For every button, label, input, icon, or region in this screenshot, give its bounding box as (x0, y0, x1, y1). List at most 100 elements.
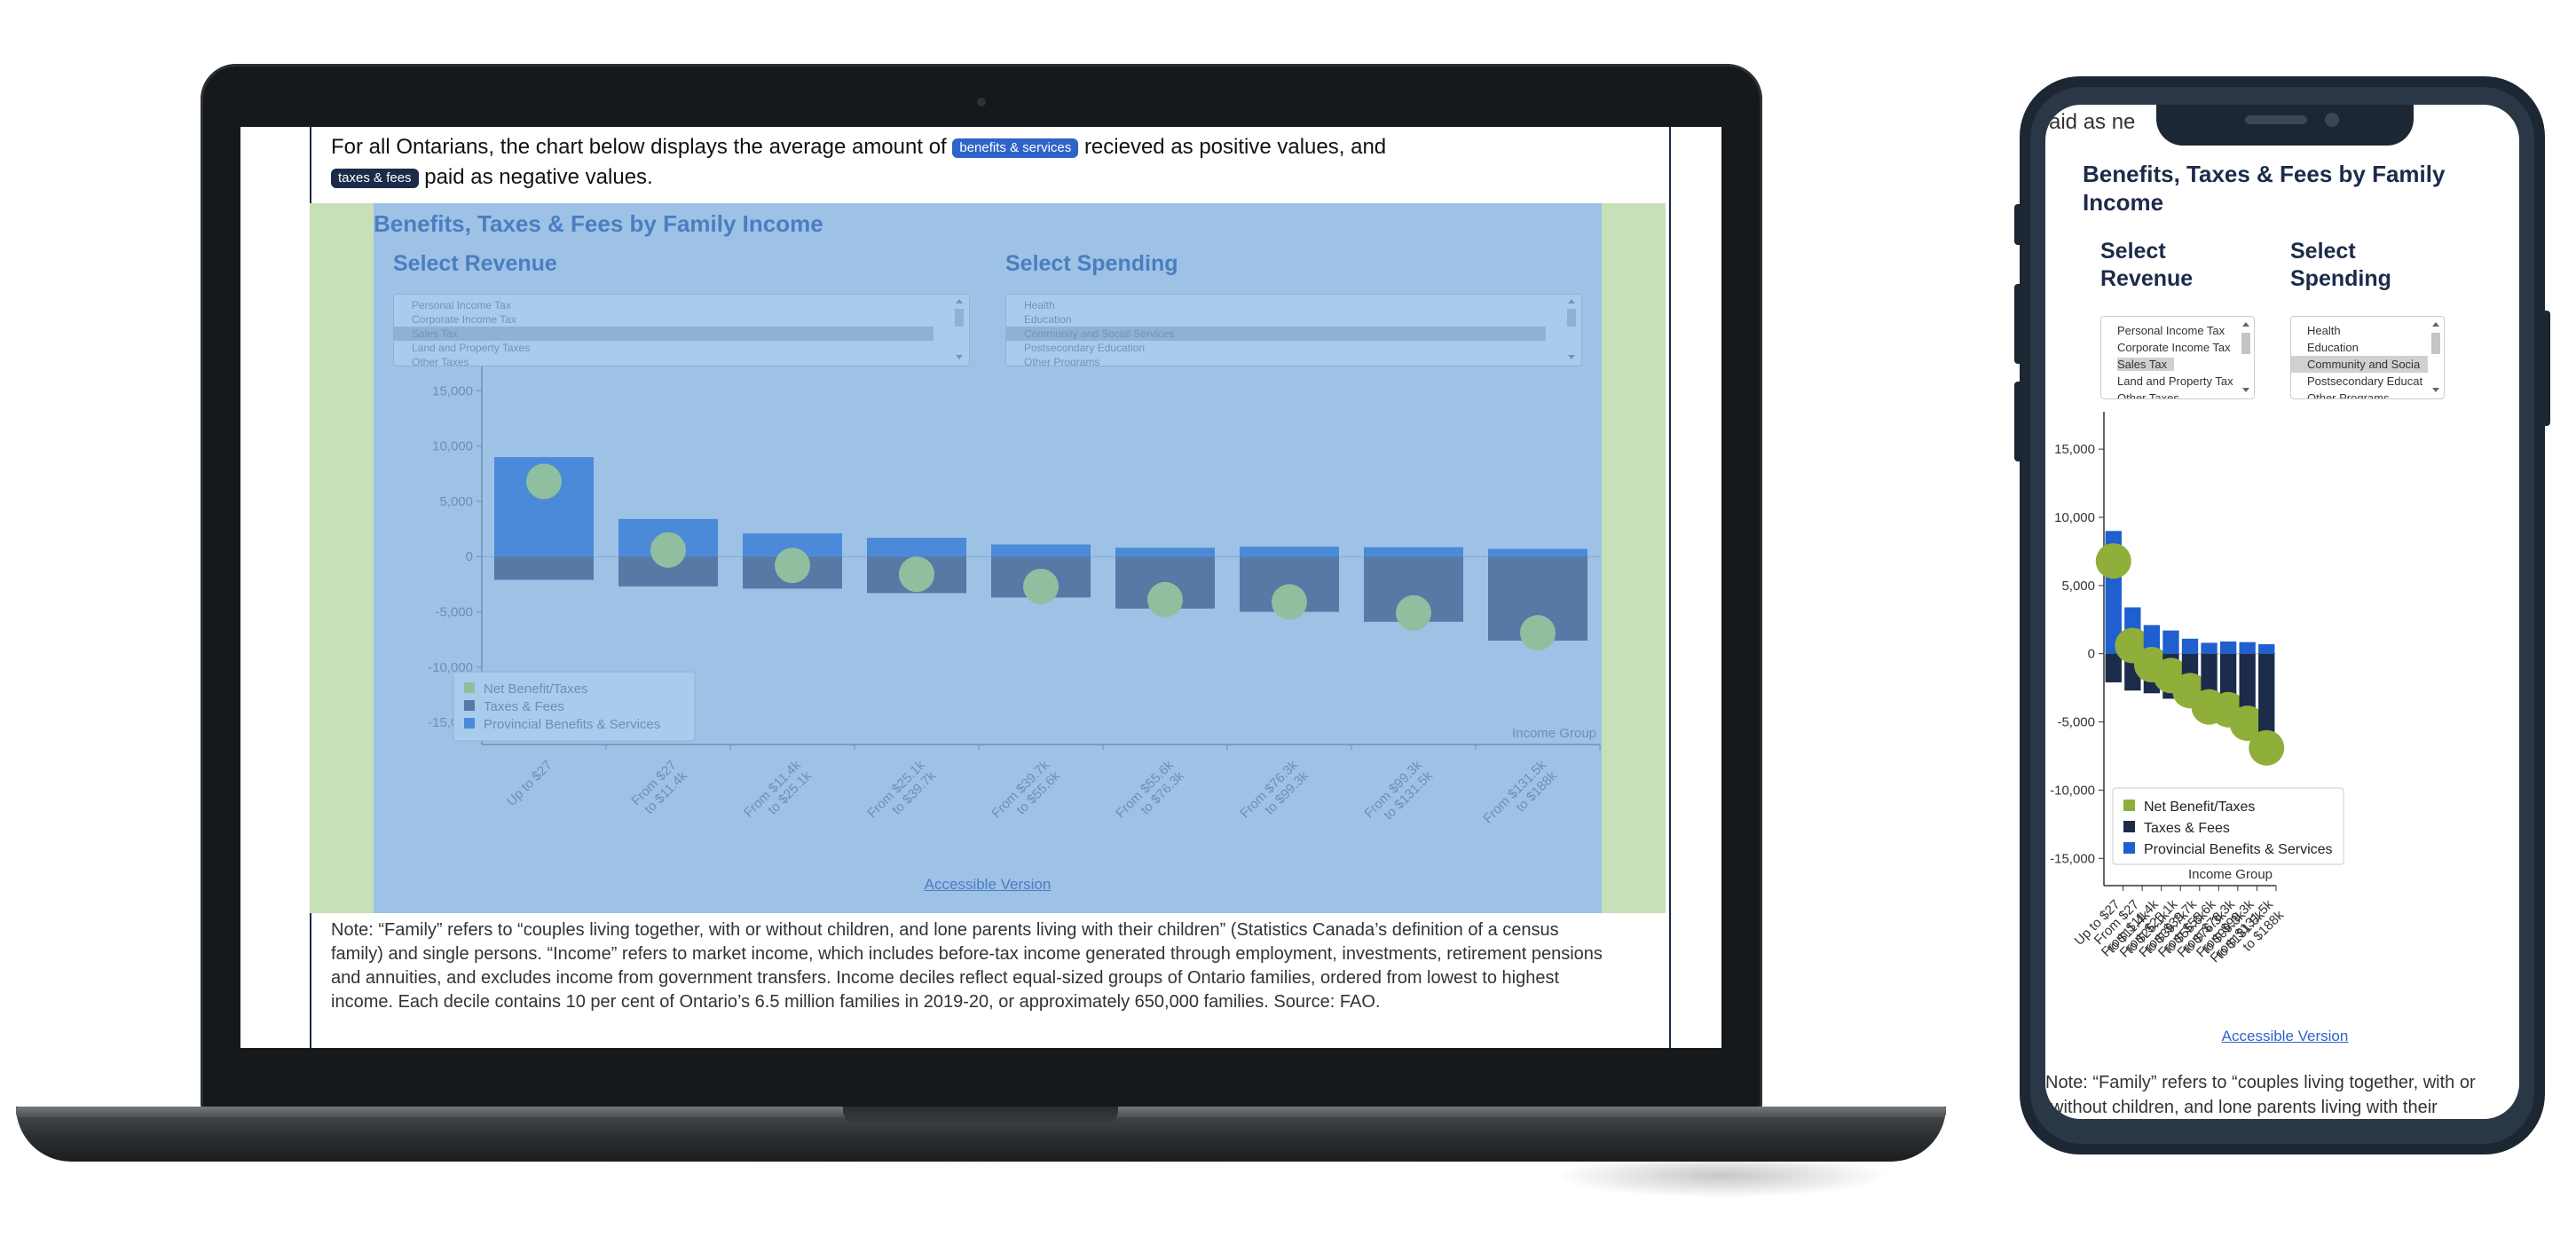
net-benefit-point (1272, 584, 1307, 620)
benefits-bar (2143, 625, 2161, 654)
benefits-bar (1240, 547, 1339, 557)
y-tick-label: 10,000 (2054, 510, 2095, 525)
phone-revenue-option-selected[interactable]: Sales Tax (2101, 356, 2254, 373)
net-benefit-point (1147, 581, 1183, 618)
accessible-version-link-text[interactable]: Accessible Version (924, 876, 1052, 893)
phone-accessible-version-link[interactable]: Accessible Version (2178, 1028, 2391, 1045)
phone-revenue-option[interactable]: Personal Income Tax (2117, 324, 2225, 337)
revenue-option-selected[interactable]: Sales Tax (394, 327, 934, 341)
benefits-bar (867, 538, 966, 557)
phone-accessible-version-link-text[interactable]: Accessible Version (2221, 1028, 2349, 1044)
phone-bar-chart: 15,00010,0005,0000-5,000-10,000-15,000Up… (2050, 412, 2344, 965)
phone-spending-option-selected[interactable]: Community and Socia (2291, 356, 2428, 373)
y-tick-label: -10,000 (2050, 783, 2095, 798)
x-axis-label: Income Group (1512, 726, 1596, 741)
net-benefit-point (2249, 729, 2285, 766)
phone-volume-down (2014, 382, 2023, 461)
phone-select-revenue-line: Select (2100, 239, 2166, 264)
phone-spending-select[interactable]: Health Education Community and Socia Pos… (2290, 316, 2445, 399)
scrollbar[interactable] (953, 298, 965, 362)
phone-screen: aid as ne Benefits, Taxes & Fees by Fami… (2045, 105, 2519, 1119)
y-tick-label: 5,000 (2061, 579, 2095, 594)
legend-label: Taxes & Fees (484, 699, 564, 714)
phone-mute-switch (2014, 204, 2023, 245)
legend-swatch (2123, 800, 2135, 811)
legend-swatch (464, 682, 475, 693)
legend-box (453, 671, 696, 742)
benefits-bar (1488, 548, 1587, 557)
phone-select-spending-label: Select Spending (2290, 238, 2391, 293)
phone-revenue-option[interactable]: Land and Property Tax (2117, 374, 2233, 388)
revenue-option[interactable]: Corporate Income Tax (412, 313, 516, 326)
accessible-version-link[interactable]: Accessible Version (784, 876, 1192, 894)
phone-scrollbar-icon[interactable] (2240, 320, 2252, 395)
spending-option[interactable]: Postsecondary Education (1024, 342, 1146, 354)
taxes-badge: taxes & fees (331, 169, 419, 188)
phone-scrollbar-icon[interactable] (2430, 320, 2442, 395)
intro-text-1: For all Ontarians, the chart below displ… (331, 135, 947, 159)
phone-spending-option[interactable]: Other Programs (2307, 391, 2390, 399)
spending-option[interactable]: Education (1024, 313, 1072, 326)
net-benefit-point (1396, 595, 1431, 631)
net-benefit-point (2229, 705, 2265, 742)
benefits-bar (2239, 642, 2256, 654)
y-tick-label: -5,000 (2057, 715, 2095, 730)
benefits-bar (1115, 548, 1215, 557)
phone-intro-fragment: aid as ne (2049, 110, 2136, 134)
benefits-bar (2201, 642, 2218, 654)
phone-spending-option[interactable]: Postsecondary Educat (2307, 374, 2423, 388)
phone-power-button (2541, 311, 2550, 426)
x-tick-label: From $99.3kto $131.5k (1361, 757, 1436, 831)
phone-revenue-option[interactable]: Corporate Income Tax (2117, 341, 2231, 354)
phone-speaker (2245, 115, 2307, 124)
phone-spending-option[interactable]: Health (2307, 324, 2341, 337)
y-tick-label: 0 (466, 549, 473, 564)
net-benefit-point (775, 548, 810, 584)
revenue-select[interactable]: Personal Income Tax Corporate Income Tax… (393, 294, 970, 366)
benefits-bar (1364, 547, 1463, 557)
select-revenue-label: Select Revenue (393, 251, 557, 276)
net-benefit-point (1520, 615, 1556, 651)
spending-option[interactable]: Health (1024, 299, 1055, 311)
phone-chart-title: Benefits, Taxes & Fees by Family Income (2083, 160, 2500, 217)
intro-paragraph: For all Ontarians, the chart below displ… (331, 132, 1609, 193)
x-axis-label: Income Group (2188, 867, 2273, 882)
x-tick-label-line: Up to $27 (504, 758, 555, 809)
x-tick-label: From $11.4kto $25.1k (741, 757, 815, 831)
phone-revenue-option-selected-text[interactable]: Sales Tax (2117, 358, 2175, 371)
benefits-bar (2258, 643, 2275, 654)
spending-select[interactable]: Health Education Community and Social Se… (1005, 294, 1582, 366)
net-benefit-point (526, 463, 562, 500)
note-paragraph: Note: “Family” refers to “couples living… (331, 920, 1603, 1012)
phone-note-line: Note: “Family” refers to “couples living… (2045, 1073, 2476, 1092)
y-tick-label: 5,000 (439, 494, 473, 509)
scrollbar[interactable] (1565, 298, 1578, 362)
legend-swatch (464, 700, 475, 711)
legend-label: Provincial Benefits & Services (2144, 842, 2333, 857)
phone-revenue-option[interactable]: Other Taxes (2117, 391, 2179, 399)
laptop-camera (977, 98, 986, 106)
revenue-option[interactable]: Other Taxes (412, 356, 469, 366)
legend-box (2112, 787, 2344, 865)
revenue-option[interactable]: Personal Income Tax (412, 299, 511, 311)
phone-revenue-select[interactable]: Personal Income Tax Corporate Income Tax… (2100, 316, 2255, 399)
phone-camera (2325, 113, 2339, 127)
phone-note-paragraph: Note: “Family” refers to “couples living… (2045, 1070, 2519, 1119)
spending-option[interactable]: Other Programs (1024, 356, 1100, 366)
y-tick-label: 10,000 (432, 439, 473, 454)
taxes-bar (494, 556, 594, 580)
legend-label: Net Benefit/Taxes (484, 682, 588, 697)
scrollbar-icon (955, 299, 964, 359)
y-tick-label: 0 (2088, 647, 2095, 662)
chart-title: Benefits, Taxes & Fees by Family Income (374, 210, 823, 237)
net-benefit-point (2095, 543, 2131, 579)
phone-volume-up (2014, 284, 2023, 364)
intro-text-3: paid as negative values. (424, 165, 653, 189)
phone-select-revenue-line: Revenue (2100, 266, 2194, 291)
phone-select-spending-line: Select (2290, 239, 2356, 264)
y-tick-label: -15,000 (2050, 851, 2095, 866)
revenue-option[interactable]: Land and Property Taxes (412, 342, 531, 354)
phone-notch (2156, 105, 2414, 146)
phone-spending-option[interactable]: Education (2307, 341, 2359, 354)
spending-option-selected[interactable]: Community and Social Services (1006, 327, 1546, 341)
